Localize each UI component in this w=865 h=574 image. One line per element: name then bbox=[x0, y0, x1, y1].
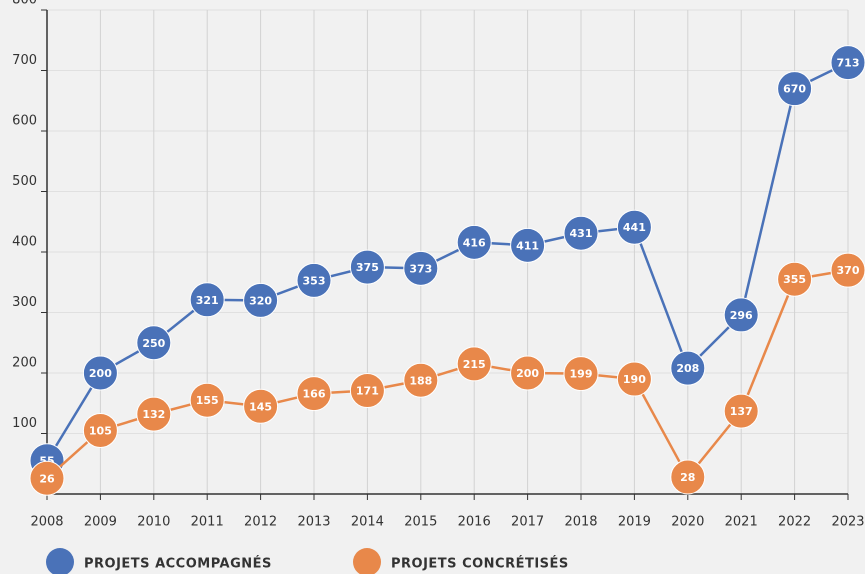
y-tick-label: 700 bbox=[12, 53, 37, 68]
data-label: 132 bbox=[142, 408, 165, 421]
point bbox=[243, 388, 279, 424]
point bbox=[723, 297, 759, 333]
data-label: 373 bbox=[409, 262, 432, 275]
data-label: 215 bbox=[463, 358, 486, 371]
point bbox=[563, 215, 599, 251]
x-tick-label: 2012 bbox=[244, 515, 277, 530]
data-label: 250 bbox=[142, 337, 165, 350]
point bbox=[510, 227, 546, 263]
data-label: 411 bbox=[516, 239, 539, 252]
x-tick-label: 2016 bbox=[458, 515, 491, 530]
point bbox=[349, 373, 385, 409]
data-label: 105 bbox=[89, 424, 112, 437]
legend-swatch bbox=[46, 548, 74, 574]
y-tick-label: 800 bbox=[12, 0, 37, 8]
data-label: 208 bbox=[676, 362, 699, 375]
point bbox=[82, 355, 118, 391]
point bbox=[670, 459, 706, 495]
data-label: 188 bbox=[409, 374, 432, 387]
data-label: 416 bbox=[463, 236, 486, 249]
point bbox=[243, 282, 279, 318]
x-tick-label: 2021 bbox=[725, 515, 758, 530]
data-label: 200 bbox=[89, 367, 112, 380]
x-tick-label: 2011 bbox=[191, 515, 224, 530]
data-label: 166 bbox=[303, 388, 326, 401]
x-tick-label: 2018 bbox=[564, 515, 597, 530]
data-label: 441 bbox=[623, 221, 646, 234]
point bbox=[563, 356, 599, 392]
data-label: 200 bbox=[516, 367, 539, 380]
data-label: 137 bbox=[730, 405, 753, 418]
point bbox=[136, 325, 172, 361]
y-tick-label: 500 bbox=[12, 174, 37, 189]
point bbox=[723, 393, 759, 429]
point bbox=[189, 382, 225, 418]
data-label: 713 bbox=[837, 57, 860, 70]
point bbox=[403, 362, 439, 398]
data-label: 370 bbox=[837, 264, 860, 277]
series-line bbox=[45, 61, 849, 462]
data-label: 26 bbox=[39, 472, 55, 485]
data-label: 355 bbox=[783, 273, 806, 286]
legend-label: PROJETS CONCRÉTISÉS bbox=[391, 556, 569, 572]
x-tick-label: 2010 bbox=[137, 515, 170, 530]
x-tick-label: 2013 bbox=[297, 515, 330, 530]
point bbox=[403, 250, 439, 286]
x-tick-label: 2023 bbox=[831, 515, 864, 530]
point bbox=[189, 282, 225, 318]
data-label: 155 bbox=[196, 394, 219, 407]
legend-swatch bbox=[353, 548, 381, 574]
point bbox=[777, 71, 813, 107]
y-tick-label: 200 bbox=[12, 356, 37, 371]
point bbox=[456, 346, 492, 382]
data-label: 28 bbox=[680, 471, 695, 484]
point bbox=[29, 460, 65, 496]
point bbox=[349, 249, 385, 285]
point bbox=[830, 252, 865, 288]
data-label: 190 bbox=[623, 373, 646, 386]
data-label: 431 bbox=[570, 227, 593, 240]
data-label: 199 bbox=[570, 368, 593, 381]
point bbox=[510, 355, 546, 391]
data-label: 321 bbox=[196, 294, 219, 307]
series-line bbox=[46, 268, 849, 480]
data-label: 353 bbox=[303, 274, 326, 287]
x-tick-label: 2019 bbox=[618, 515, 651, 530]
point bbox=[296, 376, 332, 412]
data-label: 145 bbox=[249, 400, 272, 413]
point bbox=[830, 45, 865, 81]
x-tick-label: 2009 bbox=[84, 515, 117, 530]
y-tick-label: 300 bbox=[12, 295, 37, 310]
point bbox=[616, 361, 652, 397]
x-tick-label: 2015 bbox=[404, 515, 437, 530]
data-label: 375 bbox=[356, 261, 379, 274]
legend-label: PROJETS ACCOMPAGNÉS bbox=[84, 556, 272, 572]
x-tick-label: 2020 bbox=[671, 515, 704, 530]
point bbox=[456, 224, 492, 260]
data-label: 171 bbox=[356, 385, 379, 398]
x-tick-label: 2017 bbox=[511, 515, 544, 530]
point bbox=[670, 350, 706, 386]
point bbox=[82, 412, 118, 448]
data-label: 320 bbox=[249, 294, 272, 307]
point bbox=[296, 262, 332, 298]
point bbox=[777, 261, 813, 297]
point bbox=[136, 396, 172, 432]
x-tick-label: 2014 bbox=[351, 515, 384, 530]
x-tick-label: 2008 bbox=[30, 515, 63, 530]
data-label: 670 bbox=[783, 83, 806, 96]
data-label: 296 bbox=[730, 309, 753, 322]
y-tick-label: 100 bbox=[12, 416, 37, 431]
y-tick-label: 400 bbox=[12, 235, 37, 250]
x-tick-label: 2022 bbox=[778, 515, 811, 530]
point bbox=[616, 209, 652, 245]
y-tick-label: 600 bbox=[12, 114, 37, 129]
